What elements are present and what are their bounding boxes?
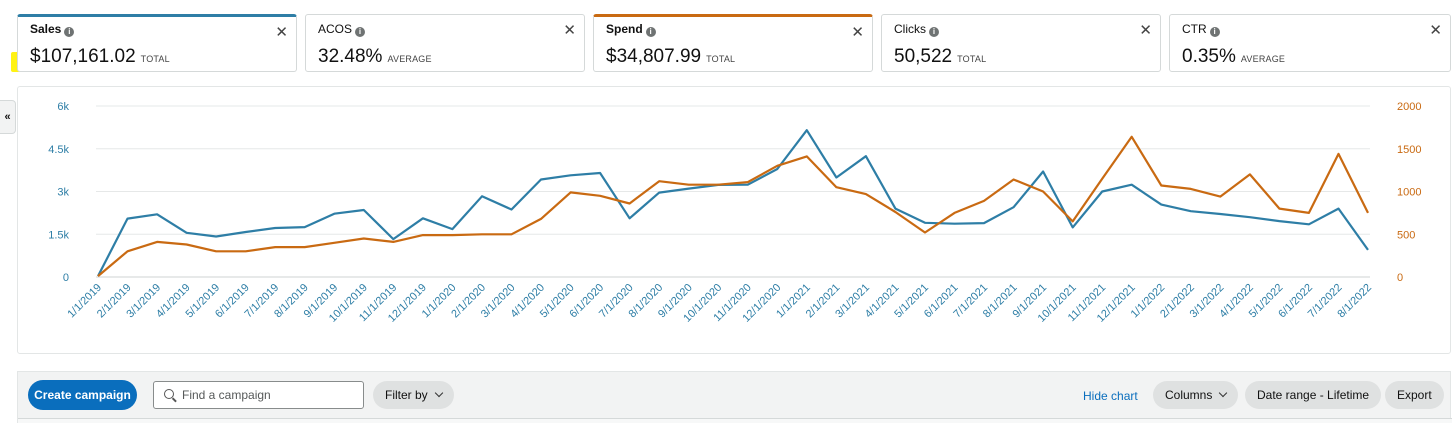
search-icon xyxy=(164,389,174,399)
y-tick-label-left: 1.5k xyxy=(48,229,69,241)
close-icon[interactable]: ✕ xyxy=(851,24,864,41)
date-range-button[interactable]: Date range - Lifetime xyxy=(1245,381,1382,409)
info-icon[interactable]: i xyxy=(355,27,366,37)
chart-panel: 0 1.5k 3k 4.5k 6k 0 500 1000 1500 2000 1/1/2019 2/1… xyxy=(17,86,1451,354)
series-line-spend xyxy=(97,135,1369,277)
metric-value: $34,807.99 TOTAL xyxy=(606,46,736,67)
metric-value: $107,161.02 TOTAL xyxy=(30,46,170,67)
close-icon[interactable]: ✕ xyxy=(1139,22,1152,39)
y-tick-label-left: 6k xyxy=(57,101,69,113)
close-icon[interactable]: ✕ xyxy=(275,24,288,41)
create-campaign-button[interactable]: Create campaign xyxy=(28,380,137,410)
metric-label: Spend i xyxy=(606,22,656,37)
y-tick-label-right: 1500 xyxy=(1397,144,1421,156)
search-box[interactable] xyxy=(153,381,364,409)
y-tick-label-right: 0 xyxy=(1397,272,1403,284)
metric-card-spend[interactable]: Spend i ✕ $34,807.99 TOTAL xyxy=(593,14,873,72)
metric-cards: Sales i ✕ $107,161.02 TOTAL ACOS i ✕ 32.48%… xyxy=(11,14,1451,72)
metric-label: Clicks i xyxy=(894,22,939,37)
metric-card-acos[interactable]: ACOS i ✕ 32.48% AVERAGE xyxy=(305,14,585,72)
export-button[interactable]: Export xyxy=(1385,381,1444,409)
metric-label: ACOS i xyxy=(318,22,366,37)
collapse-panel-icon[interactable]: « xyxy=(0,100,16,134)
info-icon[interactable]: i xyxy=(1209,27,1220,37)
metric-card-clicks[interactable]: Clicks i ✕ 50,522 TOTAL xyxy=(881,14,1161,72)
line-chart: 01.5k3k4.5k6k05001000150020001/1/20192/1… xyxy=(48,101,1421,325)
metric-value: 32.48% AVERAGE xyxy=(318,46,432,67)
y-tick-label-left: 3k xyxy=(57,187,69,199)
close-icon[interactable]: ✕ xyxy=(563,22,576,39)
metric-label: CTR i xyxy=(1182,22,1220,37)
metric-value: 50,522 TOTAL xyxy=(894,46,987,67)
search-input[interactable] xyxy=(182,386,357,404)
close-icon[interactable]: ✕ xyxy=(1429,22,1442,39)
campaign-toolbar: Create campaign Filter by Hide chart Col… xyxy=(17,371,1452,423)
metric-card-ctr[interactable]: CTR i ✕ 0.35% AVERAGE xyxy=(1169,14,1451,72)
info-icon[interactable]: i xyxy=(64,27,75,37)
chevron-down-icon xyxy=(434,388,443,398)
metric-card-sales[interactable]: Sales i ✕ $107,161.02 TOTAL xyxy=(17,14,297,72)
chevron-down-icon xyxy=(1219,388,1228,398)
info-icon[interactable]: i xyxy=(645,27,656,37)
hide-chart-link[interactable]: Hide chart xyxy=(1083,389,1138,403)
info-icon[interactable]: i xyxy=(929,27,939,37)
y-tick-label-right: 500 xyxy=(1397,229,1415,241)
columns-button[interactable]: Columns xyxy=(1153,381,1239,409)
y-tick-label-right: 1000 xyxy=(1397,187,1421,199)
y-tick-label-left: 0 xyxy=(63,272,69,284)
filter-by-button[interactable]: Filter by xyxy=(373,381,454,409)
table-header-strip xyxy=(18,418,1452,423)
y-tick-label-right: 2000 xyxy=(1397,101,1421,113)
y-tick-label-left: 4.5k xyxy=(48,144,69,156)
metric-label: Sales i xyxy=(30,22,75,37)
metric-value: 0.35% AVERAGE xyxy=(1182,46,1286,67)
series-line-sales xyxy=(97,129,1369,277)
